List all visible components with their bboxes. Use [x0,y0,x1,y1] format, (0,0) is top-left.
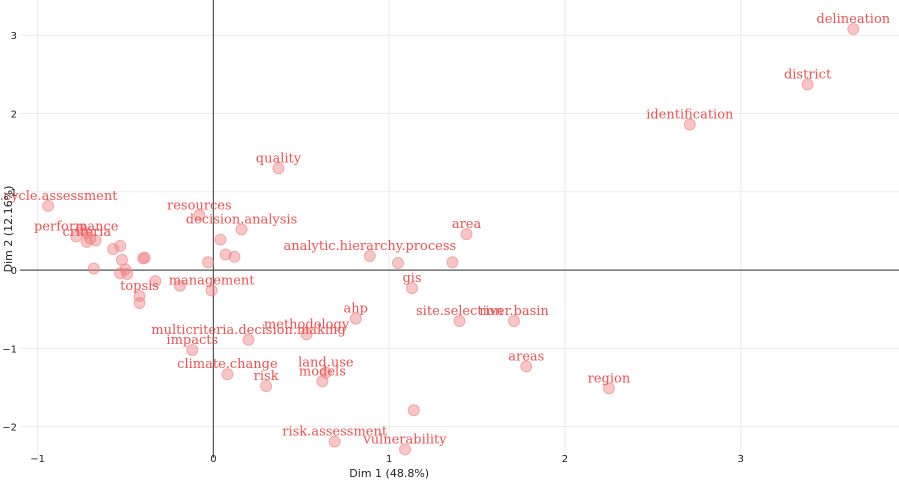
point-label: site.selection [416,304,504,319]
x-axis-ticks: −1 0 1 2 3 [30,454,744,465]
data-point [602,382,615,395]
point-label: impacts [166,333,218,348]
data-points [42,22,860,456]
point-label: vulnerability [362,432,447,447]
data-point [801,78,814,91]
y-tick-label: −2 [2,423,17,434]
data-point [300,328,313,341]
data-point [316,375,329,388]
point-label: performance [34,219,119,234]
data-point [133,296,146,309]
data-point [173,279,186,292]
data-point [193,209,206,222]
y-axis-ticks: −2 −1 0 1 2 3 [2,31,17,433]
y-tick-label: 3 [11,31,17,42]
point-label: risk [254,369,279,384]
data-point [214,233,227,246]
point-label: land.use [298,356,354,371]
point-label: risk.assessment [282,425,388,440]
data-point [363,250,376,263]
data-point [137,252,150,265]
data-point [42,199,55,212]
x-axis-title: Dim 1 (48.8%) [349,467,429,480]
point-label: climate.change [177,357,278,372]
point-label: areas [508,349,544,364]
data-point [507,314,520,327]
data-point [260,379,273,392]
point-label: models [299,364,346,379]
data-point [446,256,459,269]
data-point [399,443,412,456]
y-tick-label: 1 [11,188,17,199]
point-label: life.cycle.assessment [0,189,118,204]
x-tick-label: 0 [210,454,216,465]
data-point [460,228,473,241]
point-label: region [588,371,631,386]
point-label: criteria [62,225,111,240]
y-tick-label: 0 [11,266,17,277]
x-tick-label: −1 [30,454,45,465]
x-tick-label: 1 [386,454,392,465]
data-point [683,118,696,131]
point-label: resources [167,198,232,213]
grid-lines [20,0,899,458]
data-point [391,257,404,270]
data-point [186,343,199,356]
data-point [121,268,134,281]
data-point [149,275,162,288]
data-point [235,223,248,236]
data-point [242,333,255,346]
data-point [228,250,241,263]
point-label: gis [402,271,421,286]
point-label: multicriteria.decision.making [151,323,346,338]
x-tick-label: 2 [562,454,568,465]
point-label: ahp [344,302,368,317]
data-point [202,256,215,269]
point-label: methodology [264,317,350,332]
data-point [89,234,102,247]
data-point [107,242,120,255]
point-label: area [452,217,482,232]
data-point [520,360,533,373]
data-point [847,22,860,35]
point-labels: delineation district identification quality… [0,12,891,447]
point-label: management [169,273,256,288]
point-label: decision.analysis [186,212,298,227]
y-tick-label: 2 [11,110,17,121]
data-point [205,284,218,297]
data-point [219,248,232,261]
point-label: river.basin [479,304,549,319]
data-point [272,162,285,175]
point-label: topsis [120,279,159,294]
point-label: analytic.hierarchy.process [284,239,457,254]
x-tick-label: 3 [738,454,744,465]
point-label: district [784,68,832,83]
data-point [87,262,100,275]
data-point [406,282,419,295]
y-tick-label: −1 [2,344,17,355]
data-point [328,435,341,448]
data-point [453,314,466,327]
data-point [221,368,234,381]
data-point [349,312,362,325]
data-point [407,404,420,417]
data-point [114,239,127,252]
point-label: delineation [816,12,890,27]
y-axis-title: Dim 2 (12.16%) [2,186,15,273]
zero-reference-lines [20,0,899,458]
point-label: quality [256,151,302,166]
point-label: identification [646,107,734,122]
